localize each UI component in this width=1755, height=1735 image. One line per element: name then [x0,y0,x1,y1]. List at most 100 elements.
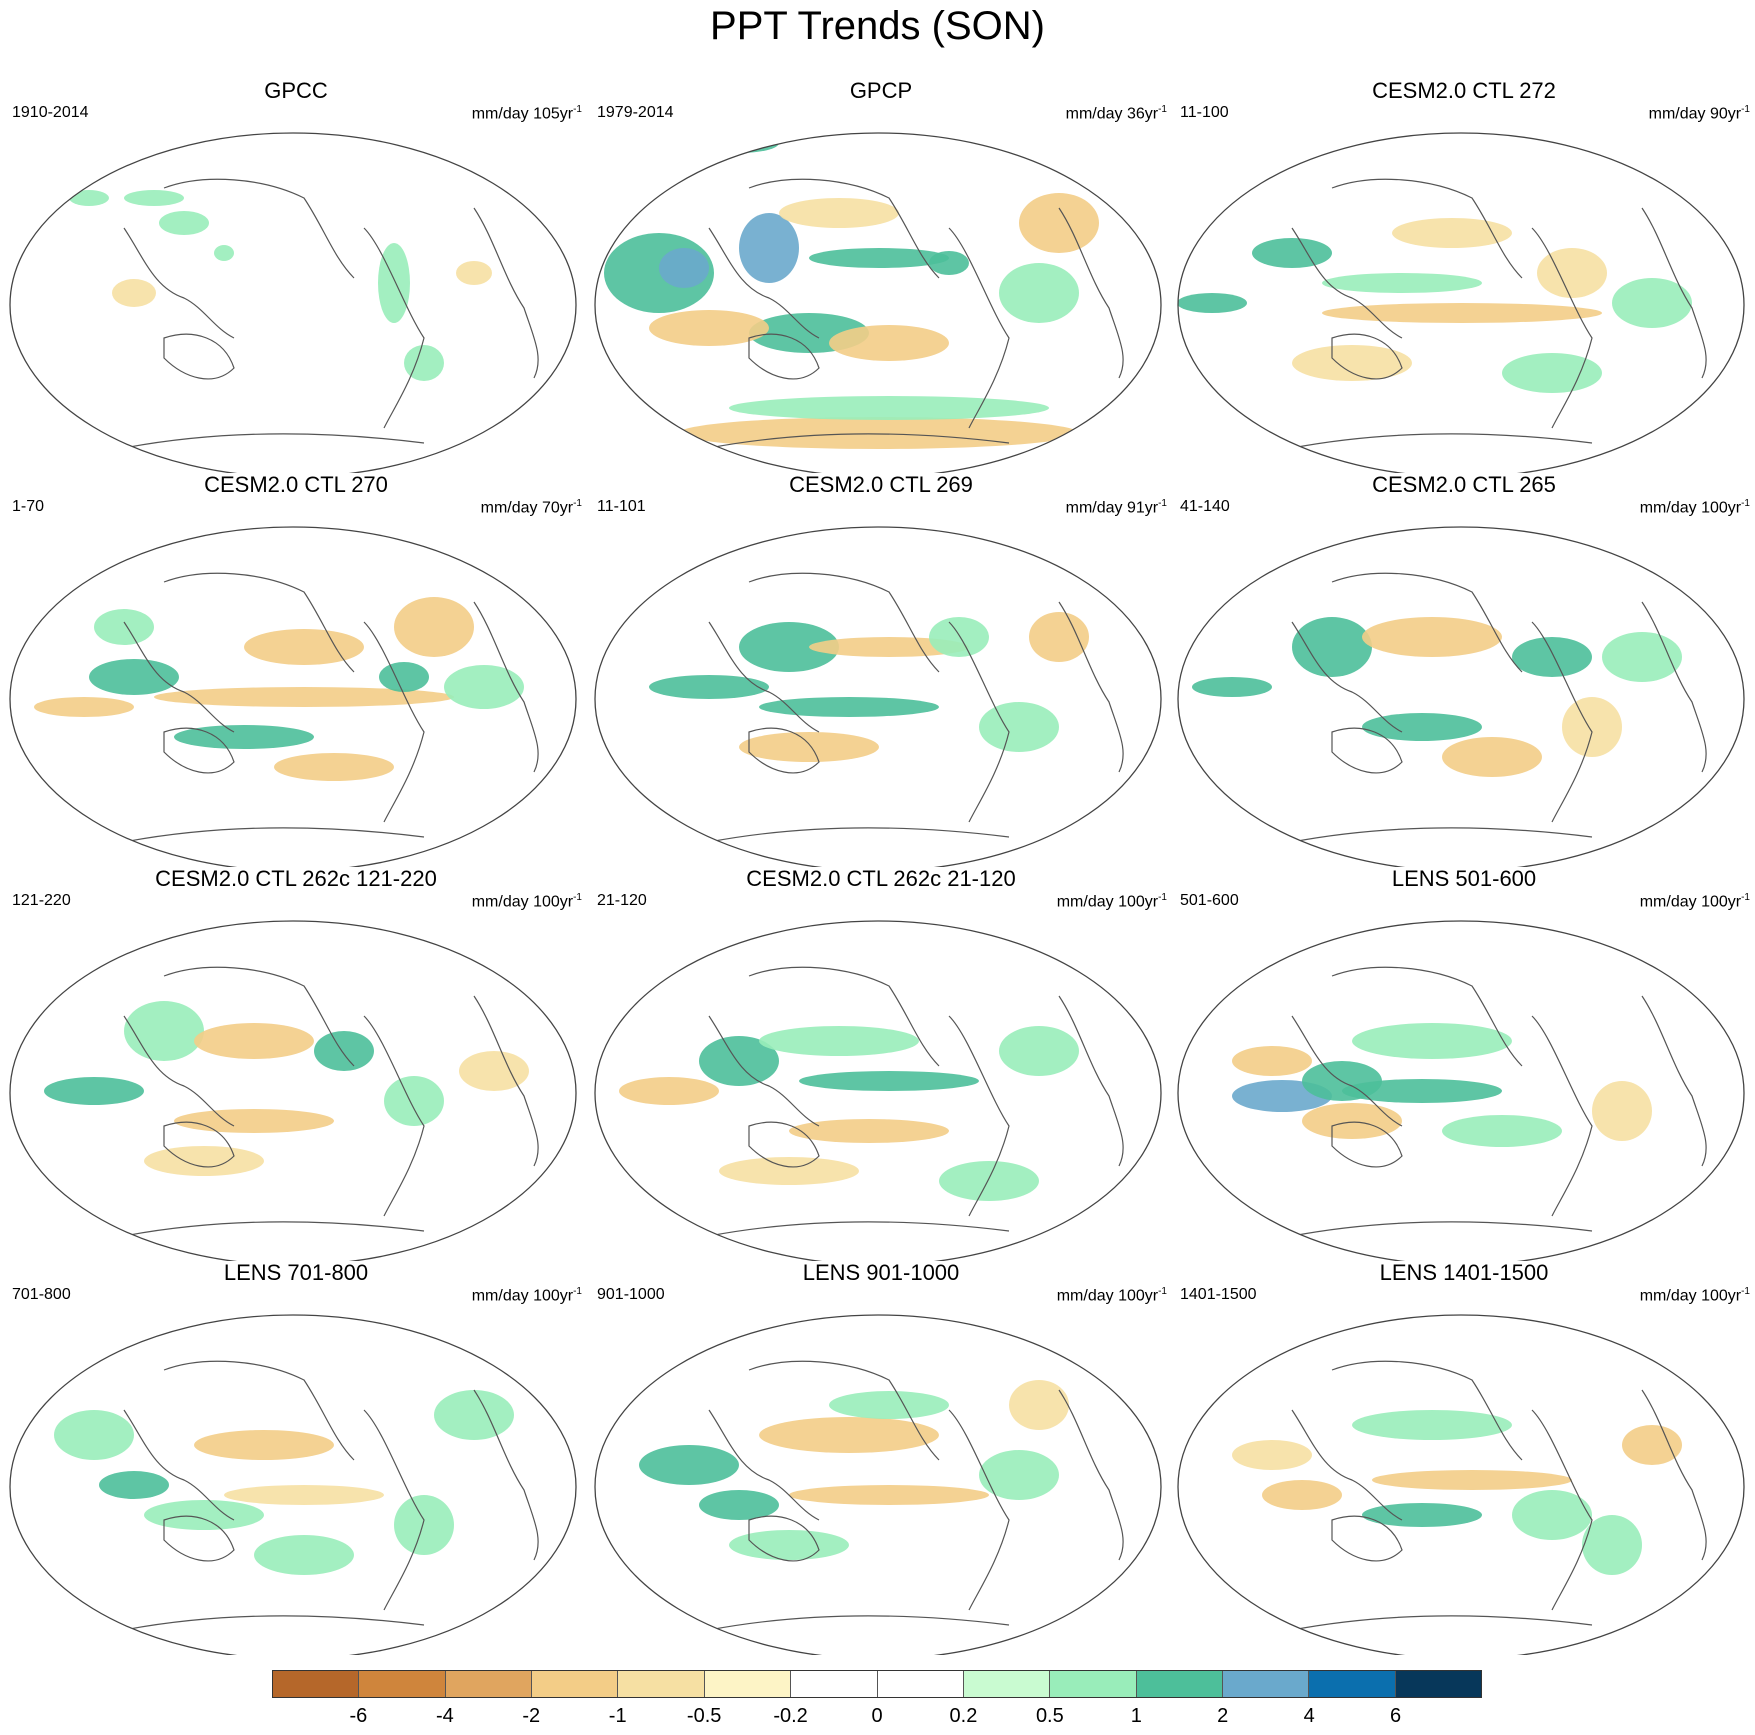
colorbar-label: -2 [522,1705,541,1727]
panel-period: 121-220 [12,892,71,909]
trend-field-blob [1292,345,1412,381]
map-panel: CESM2.0 CTL 262c 21-120 21-120 mm/day 100y… [589,866,1173,1261]
trend-field-blob [1352,1023,1512,1059]
trend-field-blob [1352,1410,1512,1440]
map-panel: GPCP 1979-2014 mm/day 36yr-1 [589,78,1173,473]
trend-field-blob [244,629,364,665]
trend-field-blob [154,687,454,707]
trend-field-blob [1512,1490,1592,1540]
coastline [1331,966,1523,1067]
colorbar-label: 2 [1217,1705,1229,1727]
trend-field-blob [979,1450,1059,1500]
trend-field-blob [1592,1081,1652,1141]
trend-field-blob [1562,697,1622,757]
panel-title: CESM2.0 CTL 262c 21-120 [746,866,1016,891]
coastline [473,601,539,773]
trend-field-blob [1192,677,1272,697]
map-outline [9,132,577,473]
trend-field-blob [94,609,154,645]
colorbar-swatch [359,1671,446,1697]
trend-field-blob [1602,632,1682,682]
trend-field-blob [699,1490,779,1520]
trend-field-blob [394,1495,454,1555]
map-outline [594,920,1162,1261]
coastline [123,1409,235,1521]
trend-field-blob [779,198,899,228]
panel-period: 901-1000 [597,1286,665,1303]
colorbar-label: -6 [349,1705,368,1727]
coastline [948,621,1010,823]
colorbar-swatch [618,1671,705,1697]
panel-title: LENS 701-800 [223,1260,369,1285]
trend-field-blob [44,1077,144,1105]
colorbar-swatch [1050,1671,1137,1697]
colorbar-swatch [1222,1671,1310,1697]
colorbar-label: -0.5 [686,1705,722,1727]
coastline [1531,1015,1593,1217]
trend-field-blob [739,732,879,762]
panel-title: LENS 501-600 [1391,866,1537,891]
colorbar-swatch [877,1671,964,1697]
panel-title: CESM2.0 CTL 272 [1372,78,1556,103]
trend-field-blob [194,1023,314,1059]
panel-period: 41-140 [1180,498,1230,515]
trend-field-blob [1342,1079,1502,1103]
panel-units: mm/day 100yr-1 [1056,892,1167,911]
colorbar-label: 0 [871,1705,883,1727]
coastline [708,1015,820,1127]
trend-field-blob [1502,353,1602,393]
trend-field-blob [1262,1480,1342,1510]
panel-period: 1-70 [12,498,45,515]
coastline [363,1409,425,1611]
coastline [123,621,235,733]
trend-field-blob [124,190,184,206]
map-outline [1177,132,1745,473]
trend-field-blob [1302,1103,1402,1139]
colorbar-label: -1 [608,1705,627,1727]
trend-field-blob [1362,1503,1482,1527]
trend-field-blob [1362,713,1482,741]
coastline [748,572,940,673]
trend-field-blob [69,190,109,206]
trend-field-blob [34,697,134,717]
trend-field-blob [699,133,779,153]
trend-field-blob [759,697,939,717]
coastline [163,1515,235,1562]
colorbar-swatches [272,1670,1482,1698]
panel-units: mm/day 100yr-1 [471,1286,582,1305]
trend-field-blob [174,725,314,749]
map-outline [594,526,1162,867]
coastline [363,227,425,429]
coastline [473,207,539,379]
coastline [163,572,355,673]
colorbar-swatch [704,1671,792,1697]
coastline [1291,1221,1593,1237]
coastline [1291,227,1403,339]
trend-field-blob [699,1036,779,1086]
trend-field-blob [739,213,799,283]
coastline [123,227,235,339]
colorbar-label: -0.2 [773,1705,808,1727]
trend-field-blob [378,243,410,323]
panel-title: CESM2.0 CTL 269 [789,472,973,497]
trend-field-blob [1009,1380,1069,1430]
panel-title: LENS 901-1000 [802,1260,960,1285]
coastline [1291,827,1593,843]
coastline [1641,995,1707,1167]
panel-period: 1401-1500 [1180,1286,1257,1303]
panel-title: CESM2.0 CTL 270 [204,472,388,497]
panel-units: mm/day 91yr-1 [1065,498,1167,517]
coastline [1331,572,1523,673]
trend-field-blob [719,1157,859,1185]
map-projection [9,526,577,867]
trend-field-blob [929,617,989,657]
panel-period: 501-600 [1180,892,1239,909]
figure-title: PPT Trends (SON) [710,4,1045,48]
coastline [163,333,235,380]
panel-title: CESM2.0 CTL 265 [1372,472,1556,497]
trend-field-blob [89,659,179,695]
map-panel: LENS 501-600 501-600 mm/day 100yr-1 [1172,866,1755,1261]
trend-field-blob [809,637,969,657]
map-panel: LENS 701-800 701-800 mm/day 100yr-1 [4,1260,588,1655]
trend-field-blob [1322,273,1482,293]
